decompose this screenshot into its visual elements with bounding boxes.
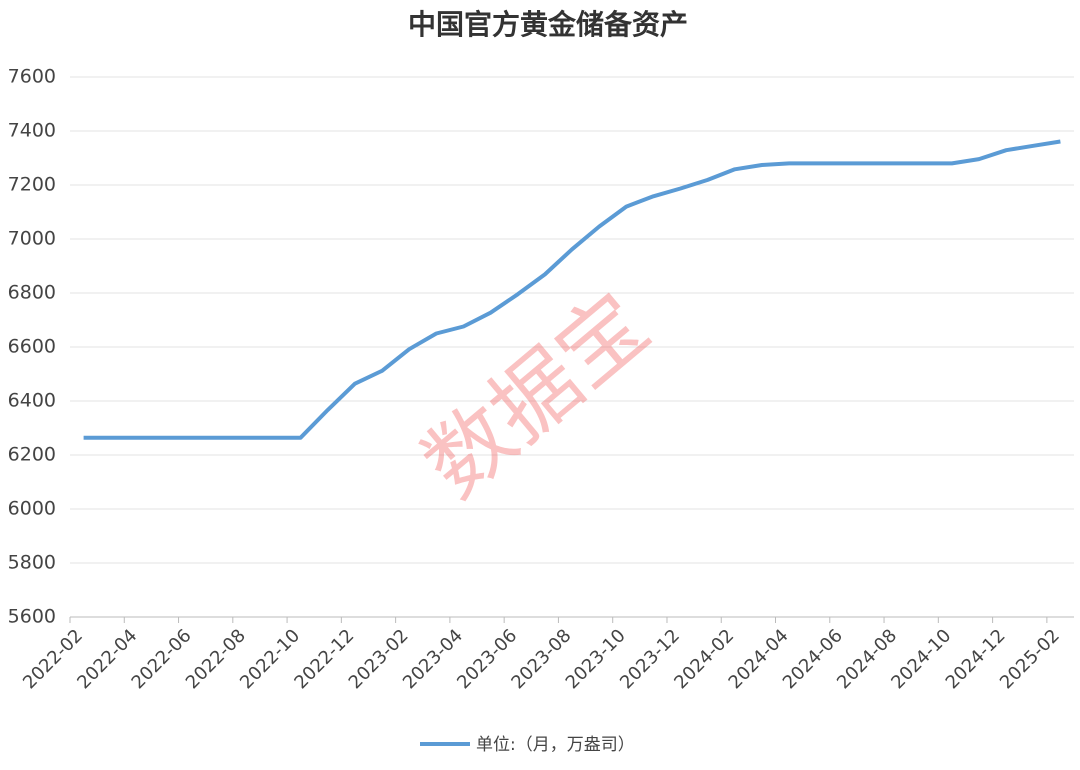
y-tick-label: 7200 xyxy=(8,174,56,196)
y-tick-label: 7000 xyxy=(8,228,56,250)
x-tick-label: 2025-02 xyxy=(996,625,1064,693)
series-line xyxy=(83,139,1061,440)
y-tick-label: 5600 xyxy=(8,606,56,628)
chart-title: 中国官方黄金储备资产 xyxy=(408,8,688,41)
y-tick-label: 6000 xyxy=(8,498,56,520)
y-tick-label: 6800 xyxy=(8,282,56,304)
legend-label: 单位:（月，万盎司） xyxy=(476,735,635,755)
y-tick-label: 7600 xyxy=(8,66,56,88)
y-tick-label: 6600 xyxy=(8,336,56,358)
y-tick-label: 5800 xyxy=(8,552,56,574)
y-tick-label: 6200 xyxy=(8,444,56,466)
watermark: 数据宝 xyxy=(405,275,667,517)
y-tick-label: 7400 xyxy=(8,120,56,142)
y-tick-label: 6400 xyxy=(8,390,56,412)
